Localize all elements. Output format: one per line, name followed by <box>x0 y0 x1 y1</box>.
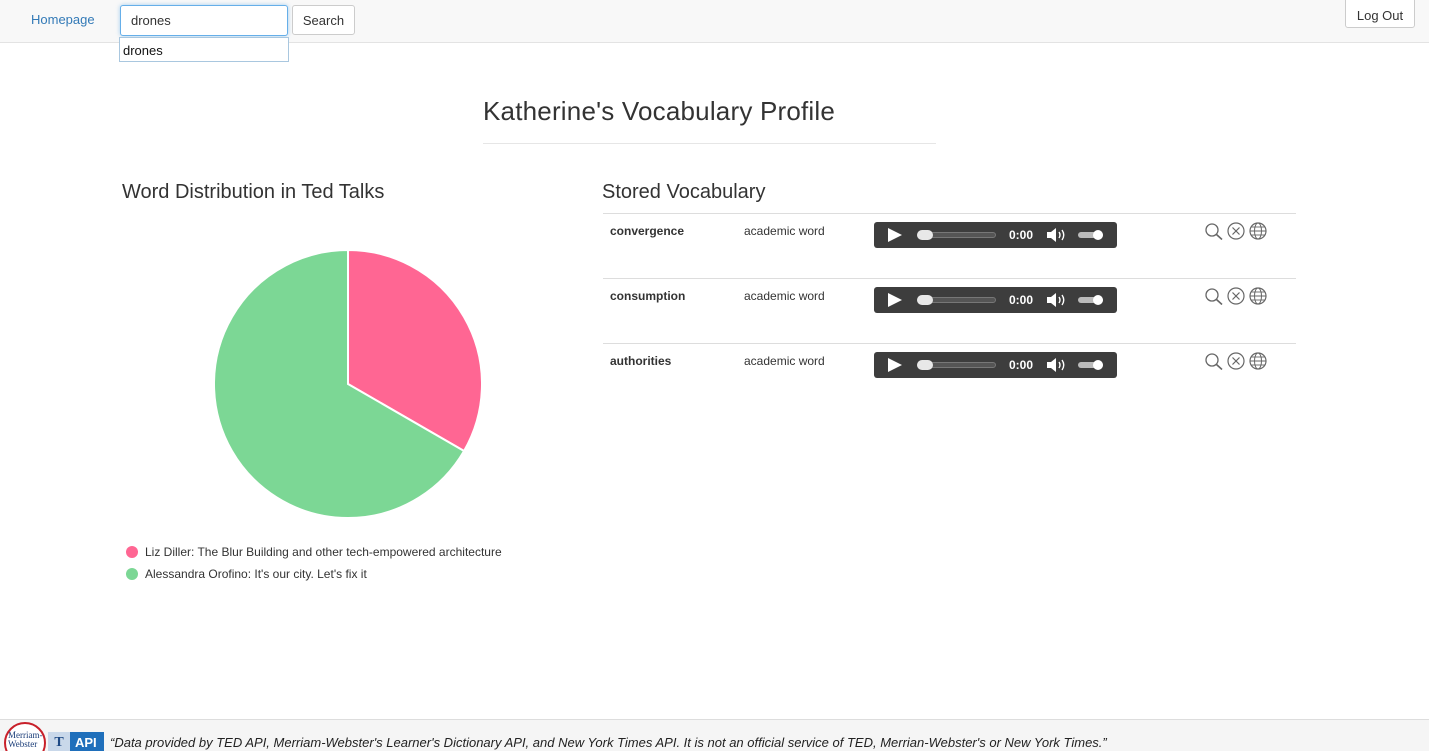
legend-label: Alessandra Orofino: It's our city. Let's… <box>145 567 367 581</box>
volume-slider[interactable] <box>1078 232 1103 238</box>
close-circle-icon[interactable] <box>1226 352 1246 370</box>
autocomplete-dropdown: drones <box>119 37 289 62</box>
legend-label: Liz Diller: The Blur Building and other … <box>145 545 502 559</box>
nyt-api-label: API <box>75 735 97 750</box>
autocomplete-item[interactable]: drones <box>123 43 163 58</box>
title-divider <box>483 143 936 144</box>
play-icon[interactable] <box>888 228 902 242</box>
search-input[interactable] <box>120 5 288 36</box>
row-actions <box>1204 222 1268 241</box>
nyt-logo-letter: T <box>48 732 70 751</box>
audio-time: 0:00 <box>1009 293 1034 307</box>
vocab-category: academic word <box>744 289 825 303</box>
search-button[interactable]: Search <box>292 5 355 35</box>
vocab-row: convergence academic word 0:00 <box>603 213 1296 278</box>
volume-icon[interactable] <box>1046 292 1070 313</box>
audio-player: 0:00 <box>874 287 1117 313</box>
audio-progress-handle[interactable] <box>917 295 933 305</box>
chart-legend: Liz Diller: The Blur Building and other … <box>126 541 502 585</box>
word-distribution-pie-chart <box>213 248 483 519</box>
merriam-webster-logo: Merriam-Webster <box>4 722 46 751</box>
row-actions <box>1204 287 1268 306</box>
audio-progress-handle[interactable] <box>917 360 933 370</box>
audio-time: 0:00 <box>1009 358 1034 372</box>
volume-slider[interactable] <box>1078 297 1103 303</box>
row-actions <box>1204 352 1268 371</box>
search-icon[interactable] <box>1204 352 1224 371</box>
volume-handle[interactable] <box>1093 230 1103 240</box>
chart-title: Word Distribution in Ted Talks <box>122 181 385 203</box>
homepage-link[interactable]: Homepage <box>31 12 95 27</box>
logout-button[interactable]: Log Out <box>1345 0 1415 28</box>
audio-player: 0:00 <box>874 352 1117 378</box>
pie-slice-1[interactable] <box>213 248 466 519</box>
legend-item: Liz Diller: The Blur Building and other … <box>126 541 502 563</box>
legend-item: Alessandra Orofino: It's our city. Let's… <box>126 563 502 585</box>
globe-icon[interactable] <box>1248 222 1268 240</box>
volume-icon[interactable] <box>1046 227 1070 248</box>
page-title: Katherine's Vocabulary Profile <box>483 96 836 126</box>
audio-player: 0:00 <box>874 222 1117 248</box>
footer: Merriam-Webster T API “Data provided by … <box>0 719 1429 751</box>
vocab-category: academic word <box>744 354 825 368</box>
volume-icon[interactable] <box>1046 357 1070 378</box>
globe-icon[interactable] <box>1248 287 1268 305</box>
audio-time: 0:00 <box>1009 228 1034 242</box>
vocab-word: authorities <box>610 354 672 368</box>
vocab-category: academic word <box>744 224 825 238</box>
close-circle-icon[interactable] <box>1226 222 1246 240</box>
navbar: Homepage Search Log Out <box>0 0 1429 43</box>
vocab-title: Stored Vocabulary <box>602 181 766 203</box>
legend-color-dot <box>126 546 138 558</box>
globe-icon[interactable] <box>1248 352 1268 370</box>
play-icon[interactable] <box>888 293 902 307</box>
play-icon[interactable] <box>888 358 902 372</box>
vocab-table: convergence academic word 0:00 consumption a… <box>603 213 1296 408</box>
volume-handle[interactable] <box>1093 295 1103 305</box>
pie-slice-0[interactable] <box>347 248 483 453</box>
vocab-row: consumption academic word 0:00 <box>603 278 1296 343</box>
legend-color-dot <box>126 568 138 580</box>
nyt-api-logo: T API <box>48 732 104 751</box>
footer-disclaimer: “Data provided by TED API, Merriam-Webst… <box>110 735 1107 750</box>
close-circle-icon[interactable] <box>1226 287 1246 305</box>
vocab-word: consumption <box>610 289 686 303</box>
vocab-word: convergence <box>610 224 685 238</box>
search-icon[interactable] <box>1204 287 1224 306</box>
volume-slider[interactable] <box>1078 362 1103 368</box>
volume-handle[interactable] <box>1093 360 1103 370</box>
audio-progress-handle[interactable] <box>917 230 933 240</box>
search-icon[interactable] <box>1204 222 1224 241</box>
vocab-row: authorities academic word 0:00 <box>603 343 1296 408</box>
merriam-webster-logo-text: Merriam-Webster <box>8 730 43 749</box>
